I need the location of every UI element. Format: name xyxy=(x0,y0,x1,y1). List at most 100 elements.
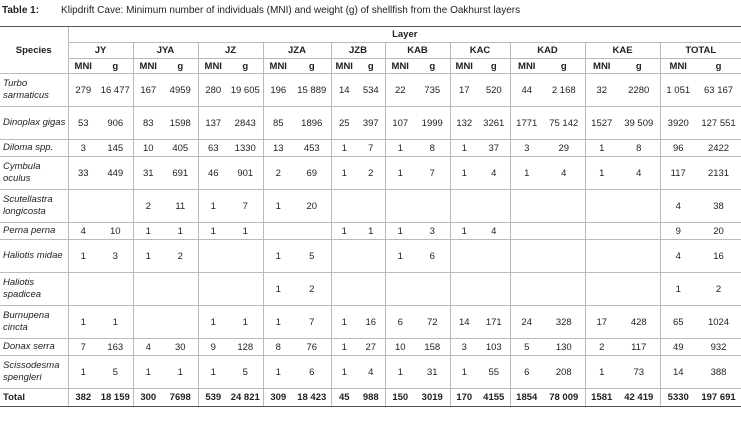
cell: 16 477 xyxy=(98,73,133,107)
cell: 932 xyxy=(696,338,741,356)
cell: 145 xyxy=(98,139,133,157)
cell: 1024 xyxy=(696,305,741,339)
cell: 39 509 xyxy=(618,106,660,140)
sub-header: MNI xyxy=(509,58,543,74)
cell: 453 xyxy=(293,139,331,157)
cell: 63 167 xyxy=(696,73,741,107)
cell: 3 xyxy=(67,139,98,157)
cell: 449 xyxy=(98,156,133,190)
cell xyxy=(543,222,585,240)
cell: 163 xyxy=(98,338,133,356)
total-cell: 309 xyxy=(262,388,293,407)
species-name: Haliotis spadicea xyxy=(0,272,68,306)
cell: 4 xyxy=(543,156,585,190)
cell: 4 xyxy=(478,222,510,240)
cell: 44 xyxy=(509,73,543,107)
cell: 46 xyxy=(197,156,228,190)
header-row: JY JYA JZ JZA JZB KAB KAC KAD KAE TOTAL xyxy=(0,42,741,59)
cell xyxy=(132,272,163,306)
data-table: Species Layer JY JYA JZ JZA JZB KAB KAC KAD KAE TOT… xyxy=(0,26,741,407)
cell xyxy=(509,272,543,306)
total-cell: 382 xyxy=(67,388,98,407)
cell: 14 xyxy=(659,355,696,389)
cell: 1330 xyxy=(228,139,263,157)
species-name: Scutellastra longicosta xyxy=(0,189,68,223)
cell: 1 xyxy=(449,139,478,157)
cell: 27 xyxy=(357,338,385,356)
cell xyxy=(584,239,618,273)
cell: 2 xyxy=(357,156,385,190)
layer-name: JZA xyxy=(262,42,331,59)
cell: 5 xyxy=(98,355,133,389)
sub-header: MNI xyxy=(584,58,618,74)
cell: 24 xyxy=(509,305,543,339)
cell xyxy=(618,222,660,240)
cell: 4959 xyxy=(163,73,198,107)
total-cell: 300 xyxy=(132,388,163,407)
table-row: Dinoplax gigas 53 906 83 1598 137 2843 85 1896 25… xyxy=(0,106,741,140)
sub-header: g xyxy=(696,58,741,74)
layer-name: JY xyxy=(67,42,133,59)
cell: 20 xyxy=(293,189,331,223)
cell: 280 xyxy=(197,73,228,107)
cell: 1 xyxy=(98,305,133,339)
cell: 25 xyxy=(330,106,357,140)
cell: 1 xyxy=(197,222,228,240)
cell xyxy=(449,272,478,306)
cell: 1 xyxy=(449,156,478,190)
total-cell: 150 xyxy=(384,388,415,407)
cell: 128 xyxy=(228,338,263,356)
cell: 1 xyxy=(228,305,263,339)
cell: 37 xyxy=(478,139,510,157)
layer-name: TOTAL xyxy=(659,42,741,59)
total-cell: 197 691 xyxy=(696,388,741,407)
cell: 31 xyxy=(415,355,450,389)
cell: 1 xyxy=(384,355,415,389)
cell: 127 551 xyxy=(696,106,741,140)
cell: 901 xyxy=(228,156,263,190)
cell: 1 xyxy=(197,305,228,339)
cell: 1 xyxy=(163,222,198,240)
cell: 9 xyxy=(659,222,696,240)
cell: 17 xyxy=(449,73,478,107)
cell: 53 xyxy=(67,106,98,140)
sub-header: MNI xyxy=(132,58,163,74)
cell: 7 xyxy=(67,338,98,356)
cell: 1 xyxy=(132,222,163,240)
cell: 1598 xyxy=(163,106,198,140)
total-cell: 539 xyxy=(197,388,228,407)
cell: 171 xyxy=(478,305,510,339)
cell: 6 xyxy=(415,239,450,273)
cell: 2 xyxy=(132,189,163,223)
cell xyxy=(357,239,385,273)
table-row: Scutellastra longicosta 2 11 1 7 1 20 4 38 xyxy=(0,189,741,223)
cell: 1 xyxy=(67,305,98,339)
cell xyxy=(415,272,450,306)
cell: 4 xyxy=(659,189,696,223)
cell: 691 xyxy=(163,156,198,190)
cell xyxy=(618,239,660,273)
cell: 7 xyxy=(228,189,263,223)
table-row: Burnupena cincta 1 1 1 1 1 7 1 16 6 72 14 171 24 328 17… xyxy=(0,305,741,339)
table-row: Cymbula oculus 33 449 31 691 46 901 2 69 1 2 1 7 1 4 1 4… xyxy=(0,156,741,190)
cell: 2131 xyxy=(696,156,741,190)
cell: 1 xyxy=(384,239,415,273)
cell: 22 xyxy=(384,73,415,107)
cell: 1 xyxy=(659,272,696,306)
cell: 1 xyxy=(584,355,618,389)
cell xyxy=(67,189,98,223)
cell xyxy=(478,272,510,306)
sub-header: g xyxy=(98,58,133,74)
cell: 1 xyxy=(357,222,385,240)
cell xyxy=(228,239,263,273)
cell: 1 xyxy=(384,156,415,190)
layer-name: KAE xyxy=(584,42,660,59)
cell: 906 xyxy=(98,106,133,140)
header-row: Species Layer xyxy=(0,26,741,74)
cell xyxy=(163,272,198,306)
cell xyxy=(618,189,660,223)
species-name: Cymbula oculus xyxy=(0,156,68,190)
cell: 73 xyxy=(618,355,660,389)
cell: 83 xyxy=(132,106,163,140)
cell: 132 xyxy=(449,106,478,140)
